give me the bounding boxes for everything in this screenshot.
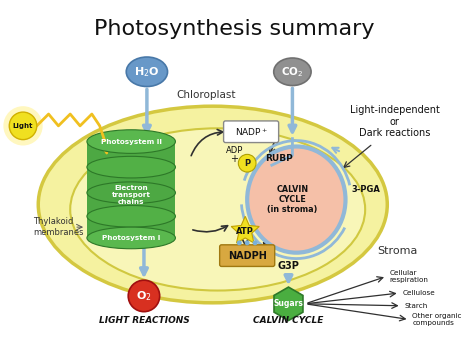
Text: Photosystem II: Photosystem II <box>100 139 162 145</box>
Text: Sugars: Sugars <box>273 299 303 308</box>
FancyBboxPatch shape <box>219 245 275 266</box>
Bar <box>87 193 175 216</box>
Text: +: + <box>230 154 238 164</box>
Ellipse shape <box>70 128 365 291</box>
Text: Photosynthesis summary: Photosynthesis summary <box>94 19 374 39</box>
Text: ATP: ATP <box>236 226 254 236</box>
Text: Light: Light <box>13 123 33 129</box>
Text: LIGHT REACTIONS: LIGHT REACTIONS <box>99 316 189 325</box>
Text: NADP$^+$: NADP$^+$ <box>235 126 268 138</box>
Text: 3-PGA: 3-PGA <box>351 185 380 194</box>
Text: Electron
transport
chains: Electron transport chains <box>112 185 151 205</box>
Ellipse shape <box>87 205 175 227</box>
Ellipse shape <box>87 182 175 204</box>
Circle shape <box>253 240 257 245</box>
Text: Starch: Starch <box>404 303 428 309</box>
Text: NADPH: NADPH <box>228 251 266 261</box>
Text: CALVIN CYCLE: CALVIN CYCLE <box>253 316 324 325</box>
Circle shape <box>238 154 256 172</box>
Text: Thylakoid
membranes: Thylakoid membranes <box>33 217 83 237</box>
Text: H$_2$O: H$_2$O <box>134 65 160 79</box>
Circle shape <box>237 240 242 245</box>
Text: G3P: G3P <box>278 261 300 271</box>
Ellipse shape <box>38 106 387 303</box>
Text: Photosystem I: Photosystem I <box>102 235 160 241</box>
Bar <box>87 216 175 238</box>
Ellipse shape <box>87 130 175 153</box>
Ellipse shape <box>87 156 175 178</box>
Text: CALVIN
CYCLE
(in stroma): CALVIN CYCLE (in stroma) <box>267 185 318 214</box>
Polygon shape <box>274 287 303 320</box>
Polygon shape <box>231 216 259 243</box>
Text: Chloroplast: Chloroplast <box>176 90 236 100</box>
Text: O$_2$: O$_2$ <box>136 289 152 303</box>
Circle shape <box>245 240 250 245</box>
Text: P: P <box>244 159 250 168</box>
Ellipse shape <box>273 58 311 86</box>
FancyBboxPatch shape <box>224 121 279 143</box>
Text: Cellular
respiration: Cellular respiration <box>390 270 428 283</box>
Ellipse shape <box>247 146 346 253</box>
Circle shape <box>3 106 43 146</box>
Ellipse shape <box>126 57 167 87</box>
Text: Other organic
compounds: Other organic compounds <box>412 313 462 326</box>
Text: Cellulose: Cellulose <box>402 290 435 296</box>
Text: Light-independent
or
Dark reactions: Light-independent or Dark reactions <box>350 105 439 138</box>
Text: CO$_2$: CO$_2$ <box>281 65 304 79</box>
Circle shape <box>128 280 160 312</box>
Text: RUBP: RUBP <box>265 154 292 163</box>
Circle shape <box>9 112 37 140</box>
Text: ADP: ADP <box>226 146 243 155</box>
Ellipse shape <box>87 227 175 249</box>
Text: Stroma: Stroma <box>377 246 417 256</box>
Bar <box>87 167 175 193</box>
Bar <box>87 141 175 167</box>
